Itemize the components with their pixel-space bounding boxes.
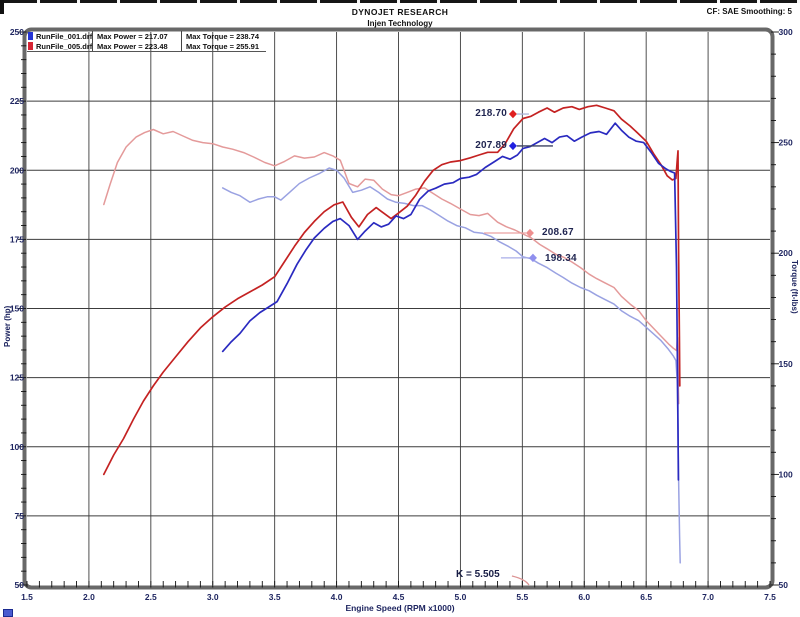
- run2-file-name: RunFile_005.drf: [36, 41, 92, 51]
- diamond-marker-icon: [528, 253, 537, 263]
- diamond-marker-icon: [525, 228, 534, 238]
- value-marker-2: [483, 228, 534, 238]
- svg-text:7.5: 7.5: [764, 592, 776, 602]
- legend-divider: [181, 41, 182, 51]
- svg-text:3.5: 3.5: [269, 592, 281, 602]
- run1-color-flag-icon: [28, 32, 33, 40]
- svg-text:5.5: 5.5: [516, 592, 528, 602]
- scan-corner-blue-mark: [3, 609, 13, 617]
- series-RunFile_005-power: [102, 104, 681, 476]
- run1-max-power: Max Power = 217.07: [97, 31, 168, 41]
- svg-text:100: 100: [10, 442, 24, 452]
- legend-row-run1: RunFile_001.drf Max Power = 217.07 Max T…: [27, 31, 266, 41]
- cursor-rpm-note: K = 5.505: [456, 569, 500, 580]
- run1-file-name: RunFile_001.drf: [36, 31, 92, 41]
- diamond-marker-icon: [508, 109, 517, 119]
- power-run2-value-label: 218.70: [475, 108, 507, 119]
- rpm-axis-title: Engine Speed (RPM x1000): [345, 603, 455, 613]
- legend-row-run2: RunFile_005.drf Max Power = 223.48 Max T…: [27, 41, 266, 51]
- torque-axis-title: Torque (ft-lbs): [790, 260, 799, 314]
- svg-text:150: 150: [779, 359, 793, 369]
- svg-text:75: 75: [15, 511, 25, 521]
- torque-run2-value-label: 208.67: [542, 227, 574, 238]
- svg-text:125: 125: [10, 373, 24, 383]
- cursor-note-leader: [511, 575, 530, 586]
- axis-tick-labels: 1.5 2.0 2.5 3.0 3.5 4.0 4.5 5.0 5.5 6.0 6.5 7.0 7.55…: [10, 27, 793, 602]
- svg-text:100: 100: [779, 469, 793, 479]
- svg-text:4.0: 4.0: [331, 592, 343, 602]
- svg-text:175: 175: [10, 234, 24, 244]
- svg-text:150: 150: [10, 304, 24, 314]
- svg-text:250: 250: [779, 138, 793, 148]
- svg-text:200: 200: [10, 165, 24, 175]
- legend-divider: [181, 31, 182, 41]
- run2-max-power: Max Power = 223.48: [97, 41, 168, 51]
- svg-text:1.5: 1.5: [21, 592, 33, 602]
- svg-text:225: 225: [10, 96, 24, 106]
- svg-text:2.0: 2.0: [83, 592, 95, 602]
- svg-text:50: 50: [15, 580, 25, 590]
- series-RunFile_001-power: [221, 122, 680, 481]
- run-legend: RunFile_001.drf Max Power = 217.07 Max T…: [27, 31, 266, 52]
- scan-edge-artifact: [0, 0, 800, 3]
- svg-text:300: 300: [779, 27, 793, 37]
- report-title: DYNOJET RESEARCH: [351, 7, 449, 17]
- svg-text:200: 200: [779, 248, 793, 258]
- series-RunFile_001-torque: [221, 167, 681, 564]
- value-marker-3: [500, 253, 537, 263]
- legend-divider: [92, 31, 93, 41]
- power-axis-title: Power (hp): [3, 305, 12, 347]
- svg-text:4.5: 4.5: [393, 592, 405, 602]
- svg-text:250: 250: [10, 27, 24, 37]
- svg-text:50: 50: [779, 580, 789, 590]
- power-run1-value-label: 207.89: [475, 140, 507, 151]
- value-marker-1: [508, 141, 553, 151]
- axis-ticks: [18, 31, 779, 588]
- svg-text:6.0: 6.0: [578, 592, 590, 602]
- legend-divider: [92, 41, 93, 51]
- value-marker-0: [508, 109, 529, 119]
- torque-run1-value-label: 198.34: [545, 253, 577, 264]
- run1-max-torque: Max Torque = 238.74: [186, 31, 260, 41]
- svg-text:2.5: 2.5: [145, 592, 157, 602]
- svg-text:5.0: 5.0: [455, 592, 467, 602]
- gridlines: [27, 32, 770, 585]
- svg-text:7.0: 7.0: [702, 592, 714, 602]
- correction-smoothing-info: CF: SAE Smoothing: 5: [706, 7, 792, 16]
- report-subtitle: Injen Technology: [367, 19, 433, 28]
- scan-corner-mark: [0, 0, 4, 14]
- diamond-marker-icon: [508, 141, 517, 151]
- run2-color-flag-icon: [28, 42, 33, 50]
- svg-text:6.5: 6.5: [640, 592, 652, 602]
- svg-text:3.0: 3.0: [207, 592, 219, 602]
- run2-max-torque: Max Torque = 255.91: [186, 41, 260, 51]
